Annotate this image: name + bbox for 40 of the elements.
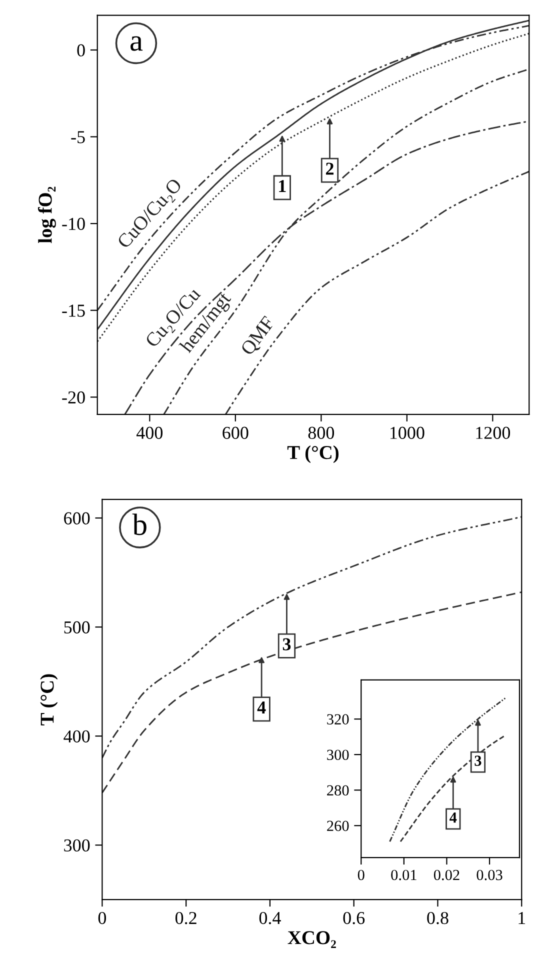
x-tick-label: 0.6	[343, 912, 365, 924]
chart-title: a	[130, 36, 143, 51]
annotation: 2	[326, 162, 334, 175]
annotation: 1	[279, 180, 286, 192]
x-tick-label: 0	[98, 912, 106, 924]
y-tick-label: -5	[71, 131, 85, 144]
x-axis-title: XCO₂	[288, 931, 336, 948]
x-tick-label: 1	[518, 912, 526, 924]
annotation: 4	[257, 702, 266, 714]
y-axis-title: T (°C)	[40, 674, 58, 726]
annotation: 4	[450, 812, 457, 823]
x-tick-label: 0.4	[259, 912, 281, 924]
x-tick-label: 0.03	[476, 870, 502, 880]
annotation: 3	[282, 638, 291, 650]
annotation: 3	[474, 756, 482, 766]
y-tick-label: -15	[62, 304, 85, 317]
x-tick-label: 800	[308, 426, 334, 439]
x-tick-label: 0.8	[427, 912, 448, 924]
y-tick-label: 260	[327, 820, 349, 832]
x-tick-label: 0.01	[391, 870, 416, 880]
x-tick-label: 1000	[390, 426, 424, 439]
y-tick-label: 0	[77, 44, 85, 56]
x-tick-label: 0.2	[175, 912, 196, 924]
y-tick-label: -20	[62, 391, 85, 404]
x-tick-label: 400	[136, 426, 163, 439]
y-tick-label: -10	[62, 218, 85, 230]
x-tick-label: 0	[358, 870, 364, 880]
x-tick-label: 0.02	[434, 870, 460, 880]
y-tick-label: 280	[327, 785, 349, 796]
y-tick-label: 600	[64, 512, 90, 524]
y-tick-label: 400	[64, 730, 90, 743]
chart-title: b	[132, 514, 146, 536]
x-axis-title: T (°C)	[287, 445, 339, 464]
y-tick-label: 300	[327, 750, 349, 760]
y-axis-title: log fO₂	[38, 186, 56, 244]
y-tick-label: 500	[64, 621, 90, 634]
y-tick-label: 320	[327, 714, 349, 724]
x-tick-label: 600	[222, 426, 248, 439]
x-tick-label: 1200	[476, 426, 510, 439]
y-tick-label: 300	[64, 839, 90, 852]
